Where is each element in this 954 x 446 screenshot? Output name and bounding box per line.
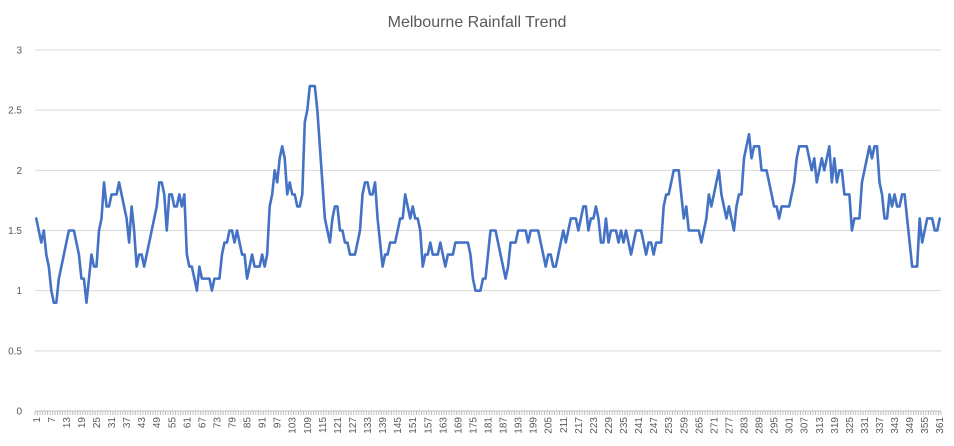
x-tick-label: 199 — [529, 417, 540, 434]
x-tick-label: 247 — [649, 417, 660, 434]
x-tick-label: 19 — [77, 417, 88, 429]
x-tick-label: 205 — [544, 417, 555, 434]
x-tick-label: 139 — [378, 417, 389, 434]
x-tick-label: 55 — [167, 417, 178, 429]
y-axis-tick-labels: 0 0.5 1 1.5 2 2.5 3 — [8, 46, 22, 418]
x-tick-label: 337 — [875, 417, 886, 434]
x-tick-label: 37 — [122, 417, 133, 429]
x-tick-label: 235 — [619, 417, 630, 434]
x-tick-label: 163 — [438, 417, 449, 434]
x-tick-label: 151 — [408, 417, 419, 434]
x-tick-label: 295 — [770, 417, 781, 434]
x-tick-label: 73 — [212, 417, 223, 429]
x-tick-label: 25 — [92, 417, 103, 429]
x-tick-label: 271 — [709, 417, 720, 434]
x-tick-label: 79 — [228, 417, 239, 429]
x-tick-label: 133 — [363, 417, 374, 434]
x-tick-label: 211 — [559, 417, 570, 433]
x-tick-label: 7 — [47, 417, 58, 423]
x-tick-label: 223 — [589, 417, 600, 434]
x-tick-label: 217 — [574, 417, 585, 434]
x-tick-label: 67 — [197, 417, 208, 429]
x-tick-label: 301 — [785, 417, 796, 434]
x-tick-label: 253 — [664, 417, 675, 434]
x-tick-label: 319 — [830, 417, 841, 434]
x-tick-label: 13 — [62, 417, 73, 429]
x-tick-label: 61 — [182, 417, 193, 429]
x-tick-label: 259 — [679, 417, 690, 434]
x-tick-label: 49 — [152, 417, 163, 429]
chart-title: Melbourne Rainfall Trend — [388, 14, 567, 31]
x-tick-label: 343 — [890, 417, 901, 434]
y-tick-label: 2.5 — [8, 106, 22, 117]
x-tick-label: 31 — [107, 417, 118, 429]
x-tick-label: 241 — [634, 417, 645, 434]
x-tick-label: 229 — [604, 417, 615, 434]
x-tick-label: 325 — [845, 417, 856, 434]
x-tick-label: 43 — [137, 417, 148, 429]
series-line — [34, 84, 942, 304]
x-tick-label: 349 — [905, 417, 916, 434]
x-tick-label: 121 — [333, 417, 344, 434]
x-tick-label: 85 — [243, 417, 254, 429]
x-tick-label: 361 — [935, 417, 946, 434]
y-tick-label: 0 — [16, 407, 22, 418]
x-tick-label: 265 — [694, 417, 705, 434]
x-tick-label: 115 — [318, 417, 329, 433]
x-tick-label: 109 — [303, 417, 314, 434]
x-tick-label: 187 — [499, 417, 510, 434]
x-tick-label: 169 — [453, 417, 464, 434]
x-tick-label: 91 — [258, 417, 269, 429]
x-tick-label: 289 — [755, 417, 766, 434]
x-tick-label: 97 — [273, 417, 284, 429]
x-tick-label: 103 — [288, 417, 299, 434]
x-tick-label: 145 — [393, 417, 404, 434]
x-tick-label: 1 — [32, 417, 43, 423]
gridlines — [35, 49, 941, 352]
y-tick-label: 2 — [16, 166, 22, 177]
y-tick-label: 0.5 — [8, 346, 22, 357]
y-tick-label: 3 — [16, 46, 22, 57]
x-tick-label: 175 — [468, 417, 479, 434]
x-tick-label: 313 — [815, 417, 826, 434]
x-tick-label: 355 — [920, 417, 931, 434]
x-tick-label: 181 — [484, 417, 495, 434]
y-tick-label: 1 — [16, 286, 22, 297]
x-tick-label: 127 — [348, 417, 359, 434]
x-tick-label: 277 — [724, 417, 735, 434]
x-axis-tick-labels: 1 7 13 19 25 31 37 43 49 55 61 67 73 79 85 91 97 103 109 11… — [32, 411, 946, 434]
x-tick-label: 193 — [514, 417, 525, 434]
x-tick-label: 157 — [423, 417, 434, 434]
y-tick-label: 1.5 — [8, 226, 22, 237]
x-tick-label: 307 — [800, 417, 811, 434]
x-tick-label: 283 — [739, 417, 750, 434]
x-tick-label: 331 — [860, 417, 871, 434]
